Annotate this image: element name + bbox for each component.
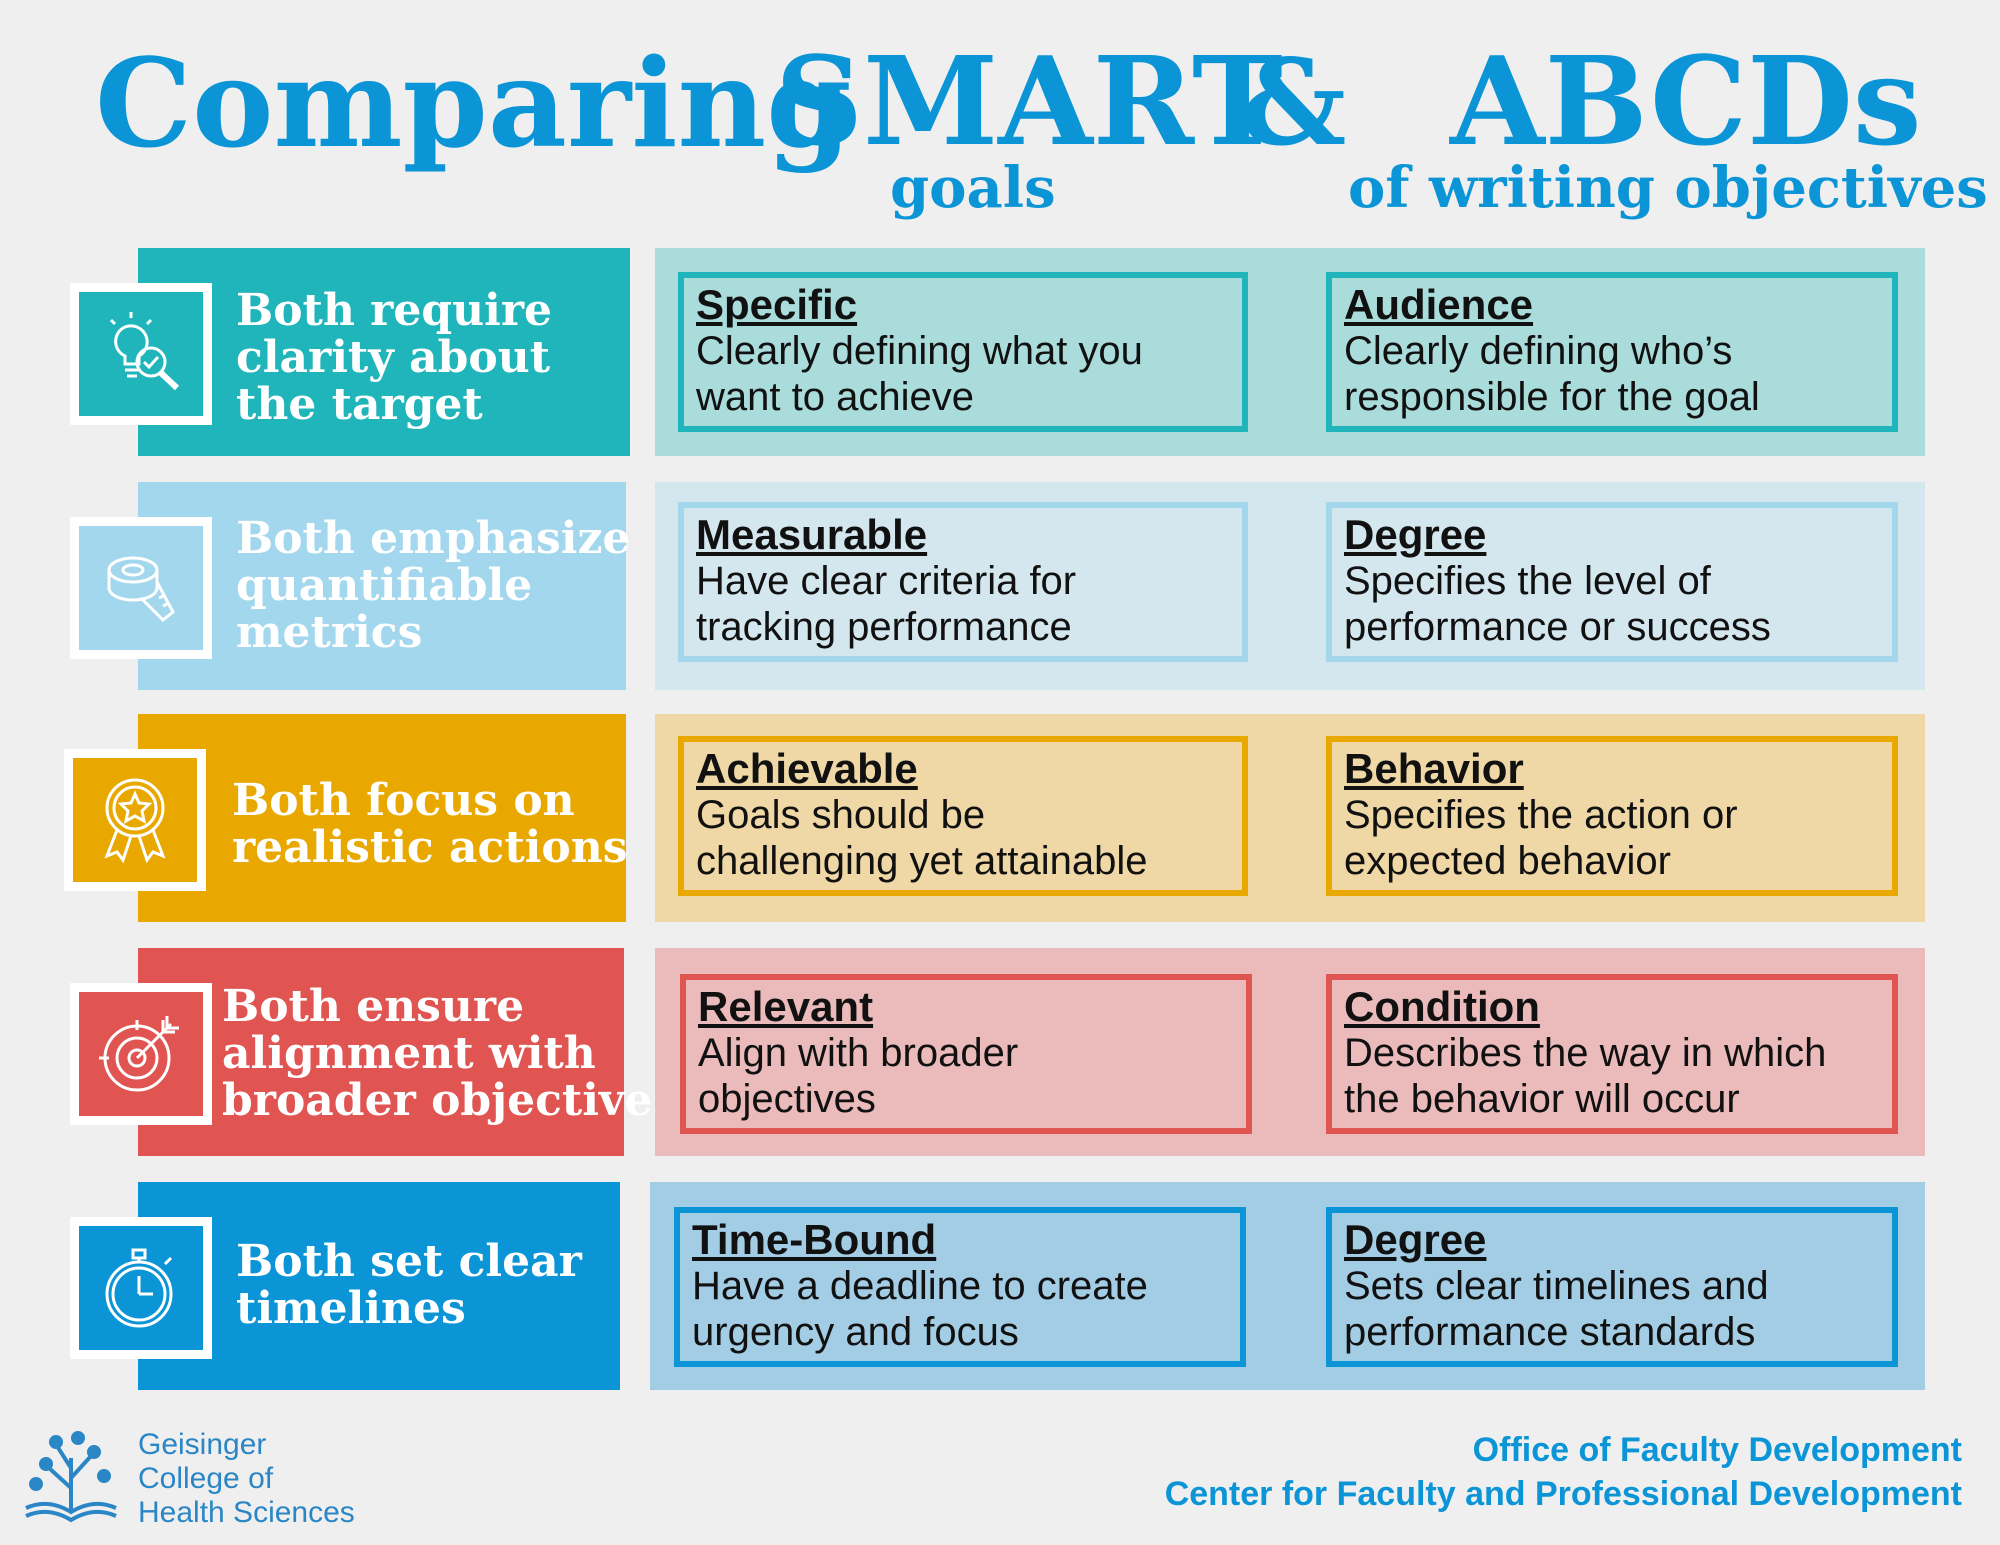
- subtitle-objectives: of writing objectives: [1348, 155, 1988, 221]
- logo-wordmark: Geisinger College of Health Sciences: [138, 1428, 355, 1530]
- row-label-box: [138, 482, 626, 690]
- card-description: Have a deadline to create: [692, 1264, 1148, 1308]
- card-term: Relevant: [698, 983, 874, 1030]
- comparison-panel: [655, 948, 1925, 1156]
- card-description: Clearly defining who’s: [1344, 329, 1733, 373]
- comparison-panel: [655, 714, 1925, 922]
- row-label-box: [138, 948, 624, 1156]
- title-abcds: ABCDs: [1450, 29, 1922, 173]
- smart-card-achievable: Achievable Goals should be challenging y…: [678, 736, 1248, 896]
- subtitle-goals: goals: [890, 155, 1056, 221]
- abcd-card-degree: Degree Specifies the level of performanc…: [1326, 502, 1898, 662]
- card-description: responsible for the goal: [1344, 375, 1760, 419]
- card-description: challenging yet attainable: [696, 839, 1148, 883]
- row-label-line: the target: [236, 379, 483, 430]
- abcd-card-behavior: Behavior Specifies the action or expecte…: [1326, 736, 1898, 896]
- card-term: Specific: [696, 281, 858, 328]
- card-term: Achievable: [696, 745, 918, 792]
- row-label-line: Both emphasize: [236, 513, 631, 564]
- card-description: the behavior will occur: [1344, 1077, 1740, 1121]
- card-description: Align with broader: [698, 1031, 1019, 1075]
- card-term: Time-Bound: [692, 1216, 937, 1263]
- row-label-line: Both require: [236, 285, 552, 336]
- card-description: tracking performance: [696, 605, 1072, 649]
- smart-card-relevant: Relevant Align with broader objectives: [680, 974, 1252, 1134]
- abcd-card-condition: Condition Describes the way in which the…: [1326, 974, 1898, 1134]
- tree-book-logo-icon: [16, 1428, 126, 1528]
- row-label-line: timelines: [236, 1283, 466, 1334]
- comparison-panel: [655, 482, 1925, 690]
- title-comparing: Comparing: [95, 31, 852, 175]
- row-label-box: [138, 1182, 620, 1390]
- smart-card-measurable: Measurable Have clear criteria for track…: [678, 502, 1248, 662]
- row-label: Both ensure alignment with broader objec…: [222, 983, 677, 1124]
- card-description: Describes the way in which: [1344, 1031, 1827, 1075]
- office-line: Office of Faculty Development: [1472, 1431, 1962, 1469]
- card-description: Goals should be: [696, 793, 986, 837]
- card-term: Condition: [1344, 983, 1540, 1030]
- row-label-line: realistic actions: [232, 822, 628, 873]
- card-description: want to achieve: [696, 375, 974, 419]
- card-term: Measurable: [696, 511, 928, 558]
- row-label-box: [138, 714, 626, 922]
- card-term: Degree: [1344, 1216, 1487, 1263]
- office-credits: Office of Faculty Development Center for…: [1165, 1428, 1962, 1516]
- comparison-panel: [655, 248, 1925, 456]
- card-description: Specifies the action or: [1344, 793, 1738, 837]
- card-description: expected behavior: [1344, 839, 1671, 883]
- logo-line: College of: [138, 1462, 274, 1495]
- row-label-line: alignment with: [222, 1028, 596, 1079]
- lightbulb-magnifier-icon: [70, 283, 212, 425]
- row-label-line: metrics: [236, 607, 423, 658]
- abcd-card-audience: Audience Clearly defining who’s responsi…: [1326, 272, 1898, 432]
- card-term: Audience: [1344, 281, 1534, 328]
- row-label: Both focus on realistic actions: [232, 777, 627, 871]
- office-line: Center for Faculty and Professional Deve…: [1164, 1475, 1962, 1513]
- row-label: Both emphasize quantifiable metrics: [236, 515, 630, 656]
- smart-card-specific: Specific Clearly defining what you want …: [678, 272, 1248, 432]
- row-label-line: broader objectives: [222, 1075, 678, 1126]
- stopwatch-icon: [70, 1217, 212, 1359]
- card-description: objectives: [698, 1077, 876, 1121]
- award-ribbon-icon: [64, 749, 206, 891]
- card-description: performance standards: [1344, 1310, 1756, 1354]
- row-label-box: [138, 248, 630, 456]
- card-description: Sets clear timelines and: [1344, 1264, 1769, 1308]
- target-arrow-icon: [70, 983, 212, 1125]
- card-description: performance or success: [1344, 605, 1771, 649]
- tape-measure-icon: [70, 517, 212, 659]
- row-label-line: Both ensure: [222, 981, 525, 1032]
- logo-line: Geisinger: [138, 1428, 267, 1461]
- card-term: Degree: [1344, 511, 1487, 558]
- row-label: Both require clarity about the target: [236, 287, 552, 428]
- comparison-panel: [650, 1182, 1925, 1390]
- abcd-card-degree-timelines: Degree Sets clear timelines and performa…: [1326, 1207, 1898, 1367]
- card-description: Have clear criteria for: [696, 559, 1077, 603]
- title-smart: SMART: [775, 29, 1283, 173]
- title-ampersand: &: [1240, 33, 1347, 172]
- card-description: urgency and focus: [692, 1310, 1019, 1354]
- row-label: Both set clear timelines: [236, 1238, 582, 1332]
- card-term: Behavior: [1344, 745, 1524, 792]
- logo-line: Health Sciences: [138, 1496, 355, 1529]
- card-description: Specifies the level of: [1344, 559, 1711, 603]
- row-label-line: quantifiable: [236, 560, 533, 611]
- card-description: Clearly defining what you: [696, 329, 1143, 373]
- row-label-line: Both set clear: [236, 1236, 582, 1287]
- row-label-line: Both focus on: [232, 775, 575, 826]
- row-label-line: clarity about: [236, 332, 551, 383]
- smart-card-time-bound: Time-Bound Have a deadline to create urg…: [674, 1207, 1246, 1367]
